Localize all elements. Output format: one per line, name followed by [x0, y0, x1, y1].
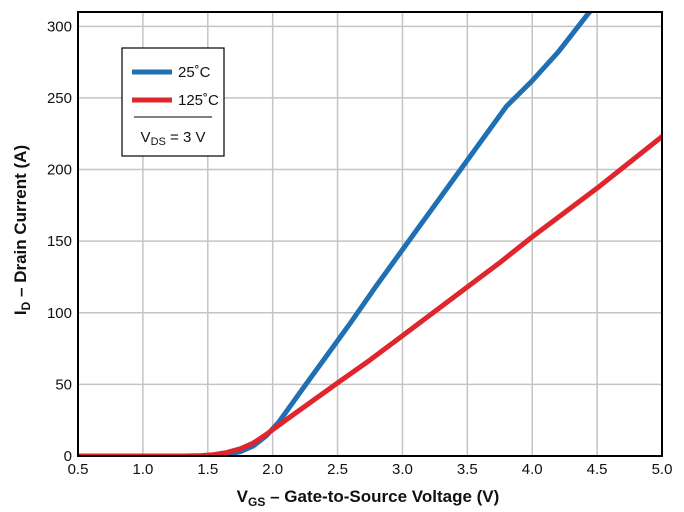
x-axis-title-rest: – Gate-to-Source Voltage (V) [265, 487, 499, 506]
y-tick-label: 0 [64, 448, 72, 465]
x-tick-label: 0.5 [68, 461, 89, 478]
y-tick-label: 50 [55, 376, 72, 393]
x-tick-label: 3.5 [457, 461, 478, 478]
x-tick-label: 1.0 [132, 461, 153, 478]
legend-condition-rest: = 3 V [166, 129, 206, 146]
legend: 25˚C 125˚C VDS = 3 V [121, 47, 225, 157]
plot-frame [77, 11, 663, 457]
y-tick-label: 150 [47, 233, 72, 250]
x-tick-label: 3.0 [392, 461, 413, 478]
y-tick-label: 300 [47, 18, 72, 35]
x-axis-title-main: V [237, 487, 249, 506]
legend-label-25c: 25˚C [178, 64, 211, 81]
x-tick-label: 2.5 [327, 461, 348, 478]
y-tick-label: 100 [47, 305, 72, 322]
y-axis-title-main: I [11, 310, 30, 315]
x-tick-label: 1.5 [197, 461, 218, 478]
x-tick-label: 2.0 [262, 461, 283, 478]
legend-label-125c: 125˚C [178, 92, 219, 109]
legend-condition: VDS = 3 V [141, 129, 206, 148]
x-axis-title-sub: GS [248, 495, 265, 509]
y-axis-title-sub: D [19, 301, 33, 310]
grid [78, 12, 662, 456]
x-tick-label: 5.0 [652, 461, 673, 478]
x-tick-label: 4.5 [587, 461, 608, 478]
y-axis-title-rest: – Drain Current (A) [11, 145, 30, 302]
y-tick-label: 200 [47, 162, 72, 179]
y-tick-label: 250 [47, 90, 72, 107]
legend-condition-sub: DS [151, 136, 166, 148]
x-tick-label: 4.0 [522, 461, 543, 478]
y-axis-title: ID – Drain Current (A) [11, 145, 33, 315]
legend-condition-main: V [141, 129, 151, 146]
tick-labels: 0.5 1.0 1.5 2.0 2.5 3.0 3.5 4.0 4.5 5.0 0 50 100 150 2… [47, 18, 672, 478]
x-axis-title: VGS – Gate-to-Source Voltage (V) [237, 487, 500, 509]
